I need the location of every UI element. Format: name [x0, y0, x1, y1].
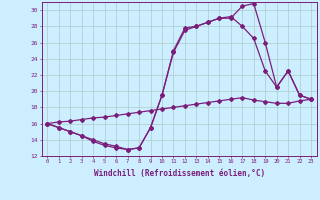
X-axis label: Windchill (Refroidissement éolien,°C): Windchill (Refroidissement éolien,°C): [94, 169, 265, 178]
